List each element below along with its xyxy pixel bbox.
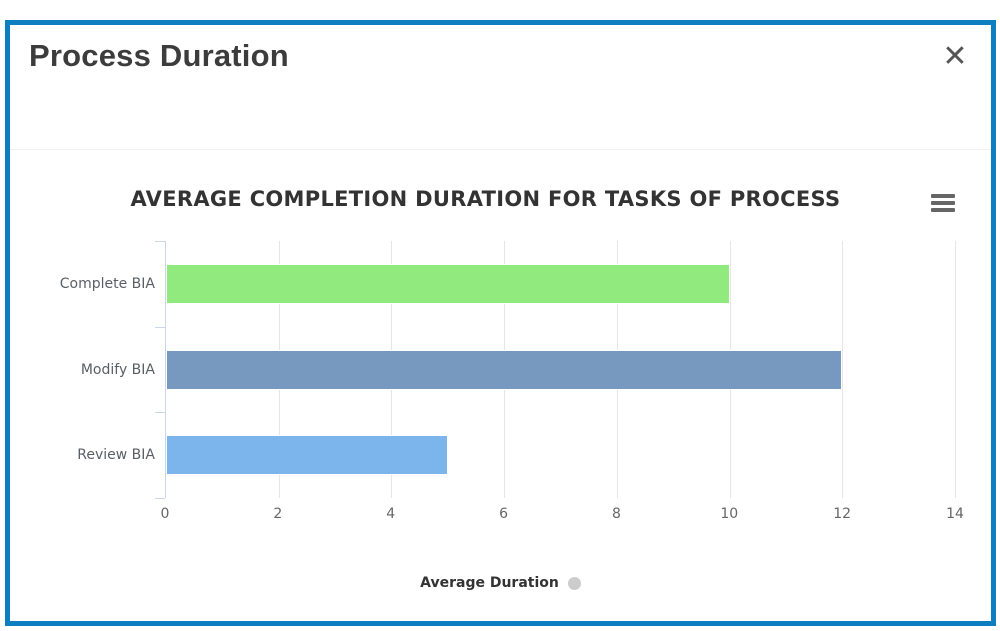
legend-item-average-duration[interactable]: Average Duration [10,575,991,591]
modal-header: Process Duration ✕ [10,25,991,150]
y-axis-tick [155,241,165,242]
gridline [842,241,844,498]
category-label: Review BIA [77,447,155,464]
chart-bar[interactable] [166,263,730,304]
chart-bar[interactable] [166,349,843,390]
legend-marker-icon [567,576,581,590]
modal-title: Process Duration [29,38,289,73]
category-label: Modify BIA [80,361,155,378]
gridline [955,241,956,498]
process-duration-modal: Process Duration ✕ AVERAGE COMPLETION DU… [5,20,996,626]
export-menu-icon[interactable] [927,189,959,217]
x-tick-label: 6 [499,506,509,522]
chart-bar[interactable] [166,435,448,476]
x-tick-label: 2 [273,506,283,522]
x-tick-label: 0 [160,506,170,522]
x-tick-label: 4 [386,506,396,522]
legend-label: Average Duration [420,575,559,591]
category-label: Complete BIA [59,275,155,292]
x-tick-label: 14 [946,506,964,522]
x-axis-labels: 0 2 4 6 8 10 12 14 [161,506,964,528]
y-axis-category-labels: Complete BIA Modify BIA Review BIA [10,241,155,498]
x-tick-label: 10 [720,506,739,522]
y-axis-tick [155,326,165,328]
x-tick-label: 8 [611,506,621,522]
plot-area [155,241,956,499]
x-tick-label: 12 [833,506,852,522]
y-axis-tick [155,498,165,499]
y-axis-tick [155,412,165,414]
close-icon[interactable]: ✕ [937,39,973,75]
chart-title: AVERAGE COMPLETION DURATION FOR TASKS OF… [130,187,841,211]
chart-container: AVERAGE COMPLETION DURATION FOR TASKS OF… [10,151,991,621]
